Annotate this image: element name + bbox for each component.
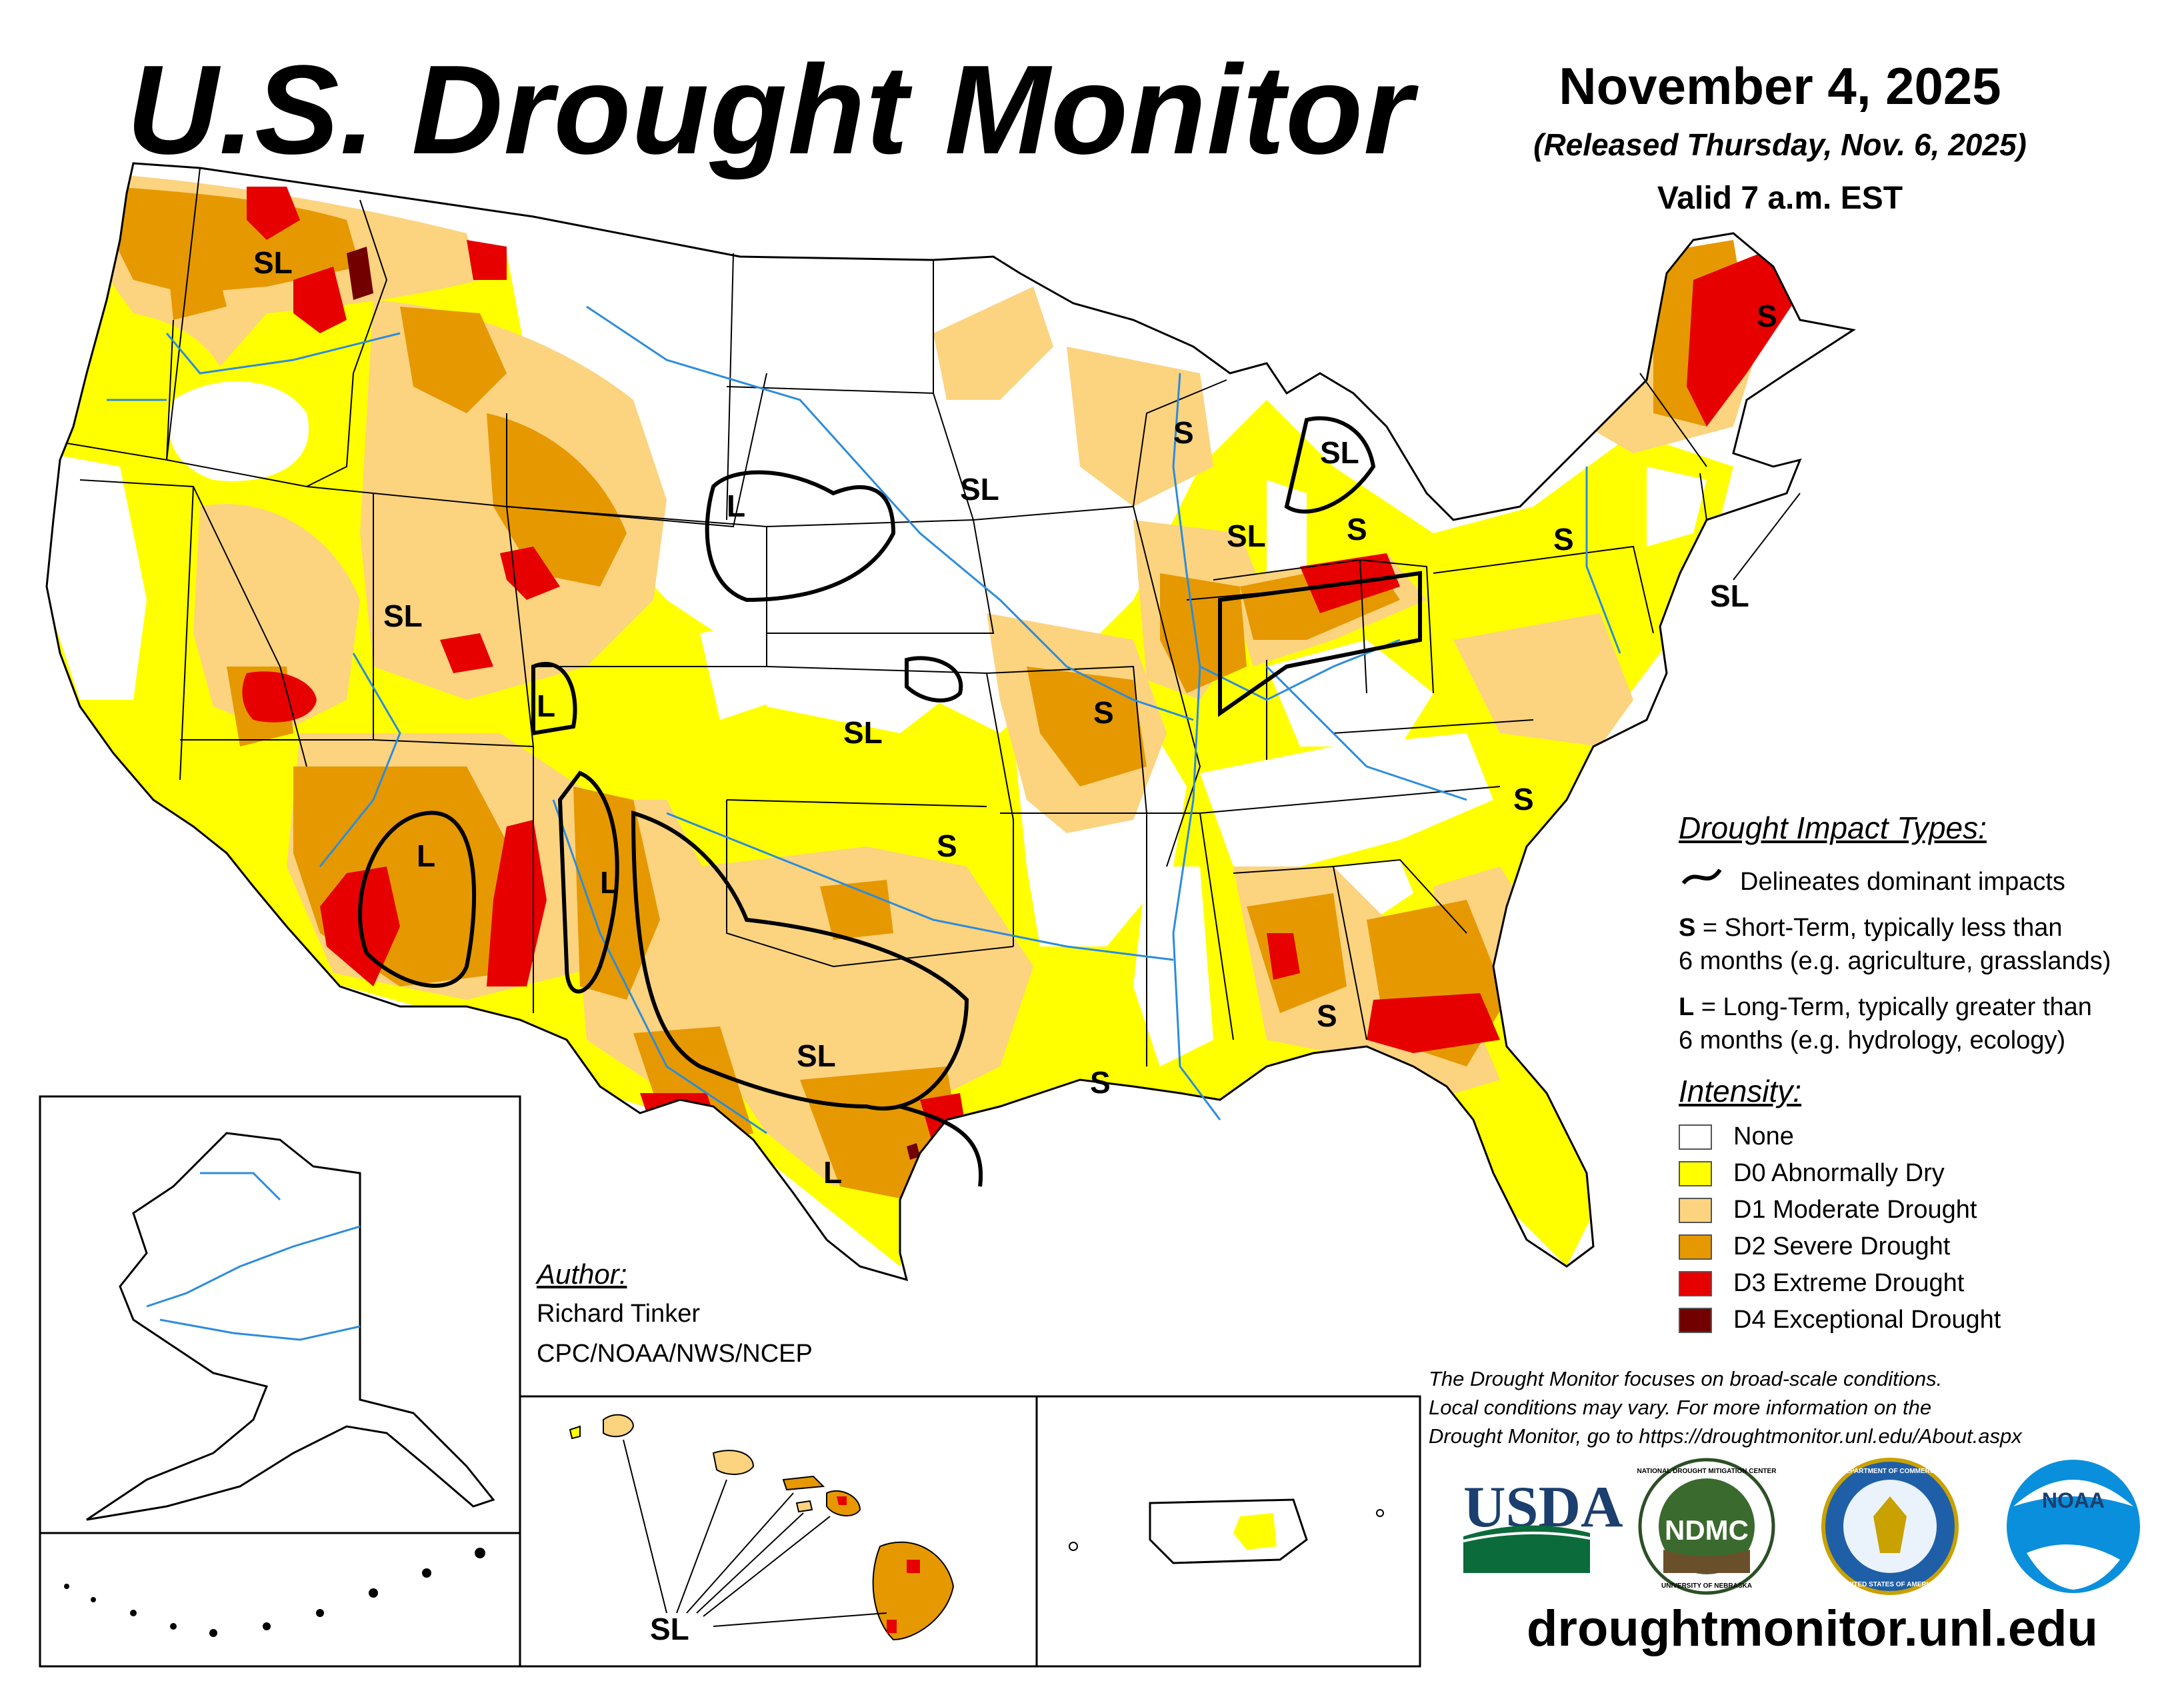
legend-row-d4: D4 Exceptional Drought [1679, 1302, 2001, 1338]
legend-row-d1: D1 Moderate Drought [1679, 1192, 2001, 1228]
author-org: CPC/NOAA/NWS/NCEP [537, 1340, 813, 1368]
ne-leader-line [1733, 493, 1801, 581]
delineates-swoosh-icon [1681, 868, 1722, 885]
label-l-tx: L [823, 1155, 842, 1190]
label-sl-dak: SL [960, 472, 999, 507]
doc-seal-logo: DEPARTMENT OF COMMERCE UNITED STATES OF … [1821, 1458, 1959, 1595]
long-term-key: L = Long-Term, typically greater than [1679, 991, 2111, 1024]
noaa-logo-text: NOAA [2042, 1488, 2105, 1512]
map-date: November 4, 2025 [1559, 57, 2001, 115]
legend-label-d0: D0 Abnormally Dry [1733, 1158, 1945, 1187]
impact-types-legend: Drought Impact Types: Delineates dominan… [1679, 810, 2111, 1057]
hawaii-islands [569, 1414, 955, 1641]
long-term-desc-1: = Long-Term, typically greater than [1694, 993, 2092, 1022]
puerto-rico-d0-area [1233, 1513, 1277, 1550]
legend-row-d2: D2 Severe Drought [1679, 1228, 2001, 1265]
short-term-desc-1: = Short-Term, typically less than [1695, 914, 2063, 942]
label-s-la: S [1090, 1065, 1111, 1100]
label-l-ut: L [537, 689, 555, 723]
release-date: (Released Thursday, Nov. 6, 2025) [1533, 127, 2027, 162]
impact-lines [358, 416, 1422, 1187]
legend-row-d0: D0 Abnormally Dry [1679, 1155, 2001, 1192]
ndmc-logo: NDMC NATIONAL DROUGHT MITIGATION CENTER … [1637, 1458, 1777, 1595]
label-l-ne: L [727, 489, 745, 523]
usda-logo: USDA [1463, 1475, 1623, 1573]
short-term-key: S = Short-Term, typically less than [1679, 912, 2111, 944]
author-heading: Author: [537, 1258, 627, 1290]
legend-label-d2: D2 Severe Drought [1733, 1232, 1951, 1260]
label-l-nm: L [600, 865, 619, 900]
label-s-ok: S [937, 829, 957, 863]
disclaimer: The Drought Monitor focuses on broad-sca… [1429, 1365, 2162, 1450]
label-s-nc: S [1513, 782, 1534, 817]
intensity-heading: Intensity: [1679, 1074, 1802, 1108]
intensity-rows: None D0 Abnormally Dry D1 Moderate Droug… [1679, 1118, 2001, 1338]
legend-label-d3: D3 Extreme Drought [1733, 1268, 1965, 1297]
alaska-outline [86, 1132, 495, 1521]
label-s-mo: S [1093, 695, 1114, 730]
mona-island [1069, 1542, 1078, 1551]
map-title: U.S. Drought Monitor [127, 39, 1414, 181]
short-term-desc-2: 6 months (e.g. agriculture, grasslands) [1679, 946, 2111, 975]
short-term-letter: S [1679, 914, 1696, 942]
swatch-d0 [1679, 1160, 1712, 1186]
swatch-d2 [1679, 1234, 1712, 1260]
doc-ring-bottom-text: UNITED STATES OF AMERICA [1842, 1581, 1938, 1588]
state-boundaries [66, 167, 1707, 1066]
label-s-mi: S [1347, 512, 1367, 547]
label-s-ga: S [1317, 998, 1337, 1033]
ndmc-ring-bottom-text: UNIVERSITY OF NEBRASKA [1661, 1582, 1752, 1590]
disclaimer-line-2: Local conditions may vary. For more info… [1429, 1395, 1932, 1419]
puerto-rico-outline [1149, 1498, 1308, 1564]
conus-outline [45, 162, 1856, 1282]
legend-row-none: None [1679, 1118, 2001, 1155]
swatch-d1 [1679, 1197, 1712, 1223]
valid-time: Valid 7 a.m. EST [1657, 181, 1903, 216]
label-s-pa: S [1553, 522, 1574, 557]
impact-types-heading: Drought Impact Types: [1679, 811, 1987, 845]
label-sl-ilwi: SL [1227, 519, 1266, 553]
label-sl-hi: SL [650, 1612, 689, 1646]
puerto-rico-inset-frame [1035, 1395, 1421, 1668]
hawaii-inset-frame [519, 1395, 1038, 1668]
legend-label-d4: D4 Exceptional Drought [1733, 1305, 2001, 1334]
legend-label-d1: D1 Moderate Drought [1733, 1195, 1977, 1224]
alaska-rivers [146, 1172, 361, 1341]
label-s-me: S [1757, 299, 1777, 333]
aleutian-inset-frame [39, 1532, 521, 1668]
label-sl-pnw: SL [253, 245, 293, 280]
label-sl-ne-us: SL [1710, 579, 1749, 613]
d4-areas [347, 247, 920, 1160]
rivers [107, 305, 1621, 1134]
intensity-legend: Intensity: None D0 Abnormally Dry D1 Mod… [1679, 1073, 2001, 1338]
ndmc-ring-top-text: NATIONAL DROUGHT MITIGATION CENTER [1637, 1468, 1777, 1475]
doc-ring-top-text: DEPARTMENT OF COMMERCE [1841, 1468, 1939, 1475]
label-sl-tx: SL [797, 1038, 836, 1073]
long-term-letter: L [1679, 993, 1695, 1022]
swatch-d3 [1679, 1270, 1712, 1296]
author-name: Richard Tinker [537, 1300, 700, 1328]
label-sl-mi: SL [1320, 435, 1359, 470]
inset-frames [39, 1095, 1421, 1668]
label-sl-ut: SL [383, 599, 423, 633]
delineates-label: Delineates dominant impacts [1740, 868, 2065, 896]
label-s-wi: S [1173, 415, 1194, 450]
swatch-d4 [1679, 1307, 1712, 1333]
swatch-none [1679, 1124, 1712, 1150]
ndmc-logo-text: NDMC [1665, 1514, 1749, 1546]
long-term-desc-2: 6 months (e.g. hydrology, ecology) [1679, 1026, 2066, 1054]
label-sl-ks: SL [843, 715, 883, 750]
legend-label-none: None [1733, 1122, 1794, 1150]
vieques-island [1376, 1509, 1384, 1517]
site-url[interactable]: droughtmonitor.unl.edu [1527, 1600, 2098, 1657]
legend-row-d3: D3 Extreme Drought [1679, 1265, 2001, 1302]
aleutian-islands [64, 1548, 485, 1637]
noaa-logo: NOAA [2007, 1460, 2140, 1593]
region-labels: SL SL L L L L SL SL SL L S S S S S S SL … [253, 245, 1777, 1646]
disclaimer-line-3: Drought Monitor, go to https://droughtmo… [1429, 1424, 2022, 1448]
disclaimer-line-1: The Drought Monitor focuses on broad-sca… [1429, 1367, 1943, 1390]
hawaii-leader-lines [623, 1439, 887, 1627]
label-l-az: L [417, 839, 435, 873]
